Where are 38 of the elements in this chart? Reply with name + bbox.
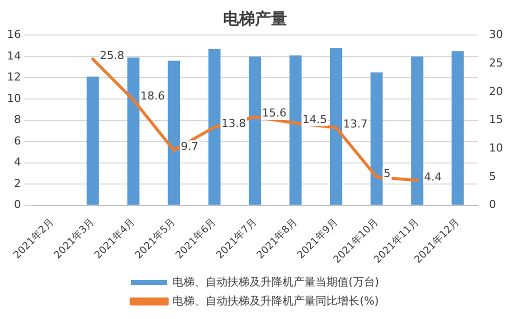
legend-label: 电梯、自动扶梯及升降机产量当期值(万台) <box>172 275 380 288</box>
bar <box>86 76 99 205</box>
data-label: 9.7 <box>180 140 198 154</box>
y-tick-label: 12 <box>6 70 21 84</box>
bar <box>452 51 464 205</box>
y-tick-label: 2 <box>14 176 21 190</box>
y-tick-label: 16 <box>6 28 21 42</box>
chart-title: 电梯产量 <box>223 8 287 28</box>
y-tick-label: 14 <box>6 49 21 62</box>
y2-tick-label: 10 <box>489 142 504 155</box>
bar <box>208 49 221 205</box>
y-tick-label: 10 <box>6 92 21 105</box>
data-label: 5 <box>384 166 391 180</box>
y-tick-label: 4 <box>14 156 21 169</box>
bar <box>411 56 424 205</box>
data-label: 13.8 <box>221 116 246 130</box>
bar <box>289 55 302 205</box>
legend-label: 电梯、自动扶梯及升降机产量同比增长(%) <box>172 294 379 308</box>
data-label: 4.4 <box>424 170 442 184</box>
y2-tick-label: 0 <box>489 198 496 212</box>
y-tick-label: 6 <box>14 134 21 148</box>
bar <box>370 72 383 205</box>
y2-tick-label: 25 <box>489 56 504 70</box>
y2-tick-label: 15 <box>489 113 504 126</box>
bar <box>168 60 180 205</box>
data-label: 18.6 <box>140 90 165 103</box>
bar <box>330 48 342 205</box>
data-label: 15.6 <box>262 106 286 120</box>
data-label: 13.7 <box>343 118 368 131</box>
data-label: 25.8 <box>100 48 124 62</box>
y2-tick-label: 30 <box>489 28 504 42</box>
y2-tick-label: 20 <box>489 84 504 98</box>
bar <box>248 56 262 205</box>
bar <box>127 58 140 205</box>
y-tick-label: 8 <box>14 113 21 126</box>
data-label: 14.5 <box>302 112 328 126</box>
y2-tick-label: 5 <box>489 170 496 183</box>
y-tick-label: 0 <box>14 198 21 212</box>
